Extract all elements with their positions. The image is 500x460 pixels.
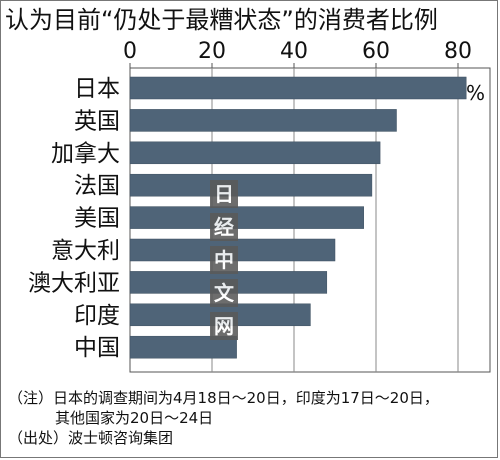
y-category-label: 英国: [74, 108, 120, 134]
chart-notes: （注）日本的调查期间为4月18日～20日，印度为17日～20日， 其他国家为20…: [8, 388, 439, 448]
y-category-label: 澳大利亚: [28, 270, 120, 296]
note-line: （注）日本的调查期间为4月18日～20日，印度为17日～20日，: [8, 389, 439, 407]
watermark-char: 中: [210, 246, 238, 274]
x-tick-label: 0: [123, 39, 137, 64]
watermark-char: 经: [210, 213, 238, 241]
note-line: 其他国家为20日～24日: [55, 409, 214, 427]
watermark-char: 文: [210, 279, 238, 307]
watermark: 日 经 中 文 网: [210, 180, 238, 345]
bar: [129, 141, 381, 165]
y-category-label: 印度: [74, 303, 120, 329]
source-line: （出处）波士顿咨询集团: [8, 429, 174, 447]
watermark-char: 日: [210, 180, 238, 208]
y-category-label: 日本: [74, 76, 120, 102]
x-tick-label: 40: [280, 39, 308, 64]
y-category-label: 意大利: [51, 238, 120, 264]
bar: [129, 206, 364, 229]
x-tick-label: 20: [198, 39, 226, 64]
x-tick-label: 80: [444, 39, 472, 64]
y-category-label: 法国: [74, 173, 120, 199]
x-tick-label: 60: [362, 39, 390, 64]
y-category-label: 美国: [74, 206, 120, 232]
unit-label: %: [466, 81, 485, 105]
y-category-label: 加拿大: [51, 140, 120, 167]
bar: [129, 173, 373, 197]
watermark-char: 网: [210, 312, 238, 340]
y-category-label: 中国: [74, 335, 120, 361]
bar: [129, 335, 237, 359]
chart-title: 认为目前“仍处于最糟状态”的消费者比例: [5, 6, 438, 34]
bar: [129, 76, 467, 100]
bar: [129, 109, 397, 132]
